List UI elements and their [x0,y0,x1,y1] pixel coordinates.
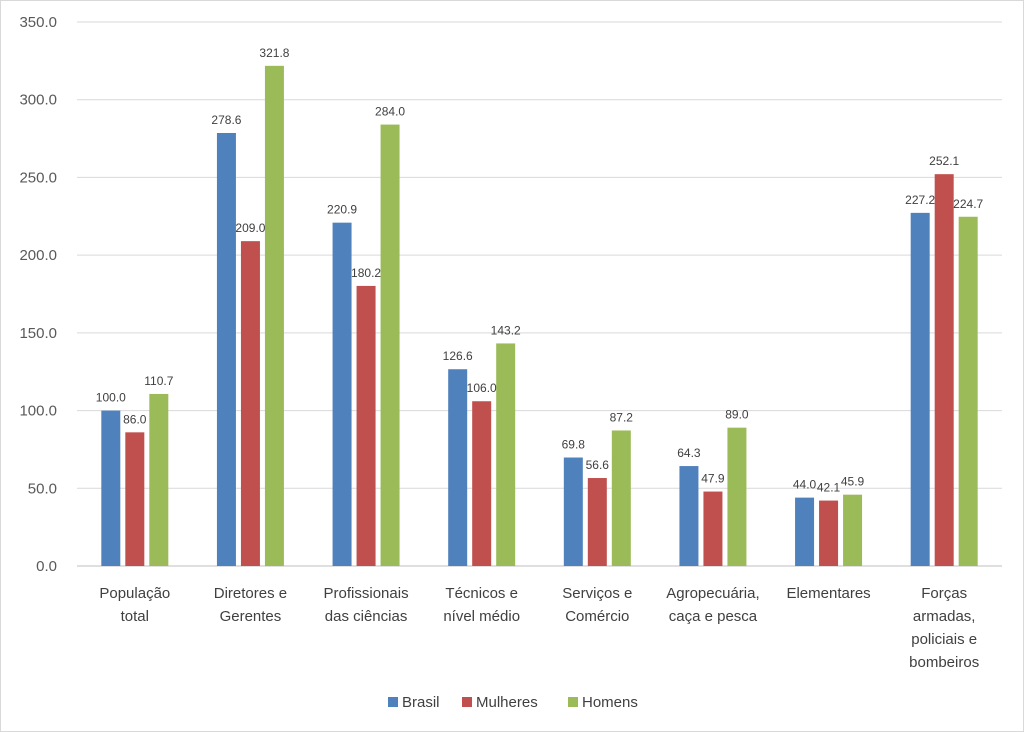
data-label: 69.8 [562,438,586,452]
y-axis: 0.0 50.0 100.0 150.0 200.0 250.0 300.0 350.0 [19,14,57,575]
data-label: 64.3 [677,446,701,460]
data-label: 89.0 [725,408,749,422]
bar-mulheres [472,401,492,566]
data-label: 220.9 [327,203,357,217]
data-label: 209.0 [235,221,265,235]
category-label-line: Agropecuária, [666,585,759,602]
legend-swatch-homens [568,697,578,707]
category-label-line: Profissionais [324,585,409,602]
y-tick-label: 0.0 [36,558,57,575]
data-labels: 100.0 278.6 220.9 126.6 69.8 64.3 44.0 227.2 86.… [96,46,984,495]
category-label-line: das ciências [325,608,408,625]
y-tick-label: 200.0 [19,247,57,264]
legend-label-homens: Homens [582,694,638,711]
y-tick-label: 150.0 [19,325,57,342]
bar-mulheres [703,491,723,566]
bar-brasil [216,132,236,566]
data-label: 44.0 [793,478,817,492]
category-label: Técnicos e nível médio [443,585,520,625]
data-label: 143.2 [491,323,521,337]
category-label-line: Técnicos e [445,585,518,602]
category-label-line: total [121,608,149,625]
bar-brasil [563,457,583,566]
bar-brasil [332,222,352,567]
category-label-line: armadas, [913,608,976,625]
bar-homens [496,343,516,566]
category-label-line: Forças [921,585,967,602]
bar-mulheres [240,241,260,566]
bar-homens [149,393,169,566]
bar-homens [264,65,284,566]
category-label: Diretores e Gerentes [214,585,287,625]
data-label: 224.7 [953,197,983,211]
category-label-line: nível médio [443,608,520,625]
bar-mulheres [587,478,607,566]
category-label-line: caça e pesca [669,608,758,625]
bar-homens [611,430,631,566]
category-label-line: Elementares [786,585,870,602]
category-label-line: População [99,585,170,602]
category-label: População total [99,585,170,625]
category-label-line: policiais e [911,631,977,648]
bars [101,65,978,567]
category-label: Agropecuária, caça e pesca [666,585,759,625]
data-label: 321.8 [259,46,289,60]
data-label: 252.1 [929,154,959,168]
bar-brasil [910,212,930,567]
legend-label-brasil: Brasil [402,694,440,711]
data-label: 284.0 [375,105,405,119]
bar-mulheres [934,174,954,567]
data-label: 56.6 [586,458,610,472]
bar-homens [727,427,747,566]
bar-mulheres [356,285,376,566]
y-tick-label: 100.0 [19,403,57,420]
data-label: 86.0 [123,412,147,426]
category-label-line: bombeiros [909,654,979,671]
bar-mulheres [819,500,839,566]
category-label: Serviços e Comércio [562,585,632,625]
legend-swatch-mulheres [462,697,472,707]
data-label: 110.7 [144,374,173,388]
data-label: 180.2 [351,266,381,280]
bar-homens [380,124,400,566]
bar-homens [843,494,863,566]
bar-homens [958,216,978,566]
data-label: 126.6 [443,349,473,363]
category-label-line: Gerentes [220,608,282,625]
legend-label-mulheres: Mulheres [476,694,538,711]
data-label: 106.0 [467,381,497,395]
data-label: 45.9 [841,475,865,489]
bar-brasil [679,466,699,566]
category-label: Forças armadas, policiais e bombeiros [909,585,979,671]
bar-brasil [795,497,815,566]
data-label: 47.9 [701,472,725,486]
legend: Brasil Mulheres Homens [388,694,638,711]
y-tick-label: 50.0 [28,480,57,497]
bar-brasil [101,410,121,566]
category-label: Profissionais das ciências [324,585,409,625]
data-label: 42.1 [817,481,841,495]
data-label: 87.2 [610,410,634,424]
x-axis: População total Diretores e Gerentes Profiss… [99,585,979,671]
data-label: 100.0 [96,391,126,405]
y-tick-label: 300.0 [19,92,57,109]
category-label: Elementares [786,585,870,602]
legend-swatch-brasil [388,697,398,707]
data-label: 227.2 [905,193,935,207]
bar-mulheres [125,432,145,566]
category-label-line: Diretores e [214,585,287,602]
y-tick-label: 250.0 [19,169,57,186]
bar-brasil [448,369,468,566]
category-label-line: Comércio [565,608,629,625]
data-label: 278.6 [211,113,241,127]
y-tick-label: 350.0 [19,14,57,31]
category-label-line: Serviços e [562,585,632,602]
